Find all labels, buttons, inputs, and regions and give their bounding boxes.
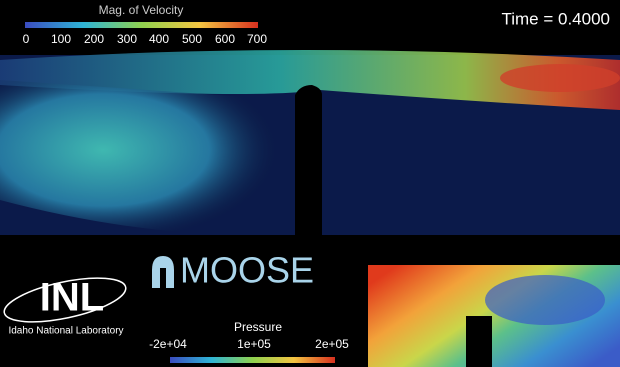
page: {"velocity_colorbar": {"title": "Mag. of…: [0, 0, 620, 367]
simulation-frame: Mag. of Velocity 0 100 200 300 400 500 6…: [0, 0, 620, 367]
tick-label: 0: [23, 32, 30, 46]
tick-label: 1e+05: [237, 337, 271, 351]
obstacle: [295, 85, 322, 235]
tick-label: 100: [51, 32, 71, 46]
high-velocity-region: [500, 64, 620, 92]
inl-name: Idaho National Laboratory: [8, 326, 123, 337]
inset-obstacle: [466, 316, 492, 367]
pressure-colorbar: [170, 357, 335, 363]
inl-abbr: INL: [40, 276, 104, 320]
pressure-colorbar-title: Pressure: [234, 320, 282, 334]
tick-label: 200: [84, 32, 104, 46]
tick-label: 700: [247, 32, 267, 46]
pressure-ticks: -2e+04 1e+05 2e+05: [149, 337, 349, 351]
tick-label: 300: [117, 32, 137, 46]
moose-logo: MOOSE: [180, 250, 314, 291]
tick-label: 2e+05: [315, 337, 349, 351]
velocity-colorbar: [25, 22, 258, 28]
tick-label: 400: [149, 32, 169, 46]
velocity-colorbar-title: Mag. of Velocity: [99, 3, 184, 17]
tick-label: 600: [215, 32, 235, 46]
time-label: Time = 0.4000: [501, 9, 610, 28]
low-pressure-region: [485, 275, 605, 325]
tick-label: 500: [182, 32, 202, 46]
tick-label: -2e+04: [149, 337, 187, 351]
